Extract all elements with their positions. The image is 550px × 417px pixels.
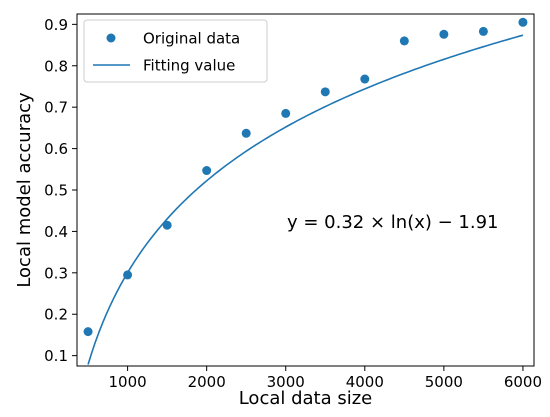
y-tick-label: 0.4	[44, 223, 68, 241]
x-axis-ticks: 1000 2000 3000 4000 5000 6000	[109, 366, 542, 391]
x-tick-label: 4000	[346, 373, 384, 391]
data-point	[399, 36, 409, 46]
data-point	[360, 74, 370, 84]
data-point	[439, 29, 449, 39]
y-tick-label: 0.2	[44, 306, 68, 324]
y-tick-label: 0.7	[44, 99, 68, 117]
y-tick-label: 0.8	[44, 57, 68, 75]
legend: Original data Fitting value	[83, 19, 268, 83]
data-point	[320, 87, 330, 97]
data-point	[202, 166, 212, 176]
y-axis-ticks: 0.1 0.2 0.3 0.4 0.5 0.6 0.7 0.8 0.9	[44, 16, 77, 365]
data-point	[518, 17, 528, 27]
data-point	[241, 128, 251, 138]
data-point	[83, 327, 93, 337]
fitting-line-layer	[87, 34, 524, 365]
y-tick-label: 0.1	[44, 347, 68, 365]
equation-annotation: y = 0.32 × ln(x) − 1.91	[287, 212, 499, 233]
data-point	[281, 108, 291, 118]
x-tick-label: 6000	[504, 373, 542, 391]
legend-label-fitting-value: Fitting value	[143, 57, 235, 75]
y-tick-label: 0.9	[44, 16, 68, 34]
y-axis-label: Local model accuracy	[14, 92, 35, 288]
data-points-layer	[83, 17, 528, 337]
x-tick-label: 3000	[267, 373, 305, 391]
y-tick-label: 0.5	[44, 182, 68, 200]
data-point	[123, 270, 133, 280]
legend-marker-original-data	[106, 33, 116, 43]
fitting-value-line	[87, 34, 524, 365]
x-tick-label: 5000	[425, 373, 463, 391]
data-point	[478, 26, 488, 36]
x-axis-label: Local data size	[239, 388, 373, 409]
data-point	[162, 220, 172, 230]
y-tick-label: 0.6	[44, 140, 68, 158]
x-tick-label: 2000	[188, 373, 226, 391]
x-tick-label: 1000	[109, 373, 147, 391]
y-tick-label: 0.3	[44, 264, 68, 282]
legend-label-original-data: Original data	[143, 30, 240, 48]
legend-box	[83, 19, 268, 83]
